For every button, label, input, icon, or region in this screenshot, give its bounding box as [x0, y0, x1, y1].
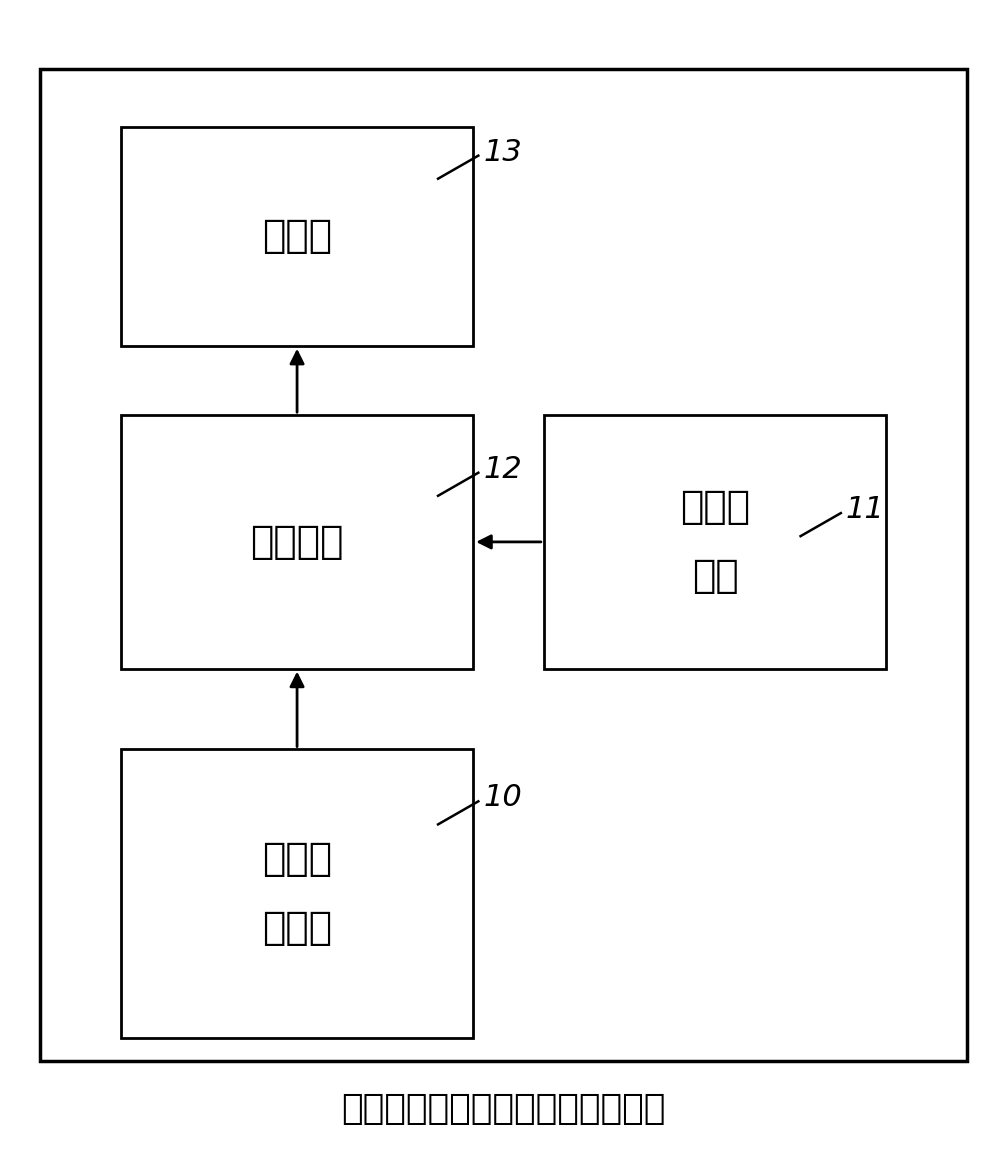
Text: 控制模块: 控制模块 — [251, 523, 343, 560]
Text: 电动汽车的电池工作温度控制装置: 电动汽车的电池工作温度控制装置 — [341, 1092, 666, 1126]
Text: 10: 10 — [483, 783, 522, 813]
Text: 防冻墙: 防冻墙 — [262, 218, 332, 255]
Bar — [40, 69, 967, 1061]
Text: 13: 13 — [483, 137, 522, 167]
Bar — [121, 415, 473, 669]
Bar — [544, 415, 886, 669]
Text: 11: 11 — [846, 495, 884, 525]
Bar — [121, 127, 473, 346]
Bar — [121, 749, 473, 1038]
Text: 信息获: 信息获 — [262, 841, 332, 877]
Text: 取模块: 取模块 — [262, 910, 332, 947]
Text: 12: 12 — [483, 454, 522, 484]
Text: 感器: 感器 — [692, 558, 738, 595]
Text: 温度传: 温度传 — [680, 489, 750, 526]
